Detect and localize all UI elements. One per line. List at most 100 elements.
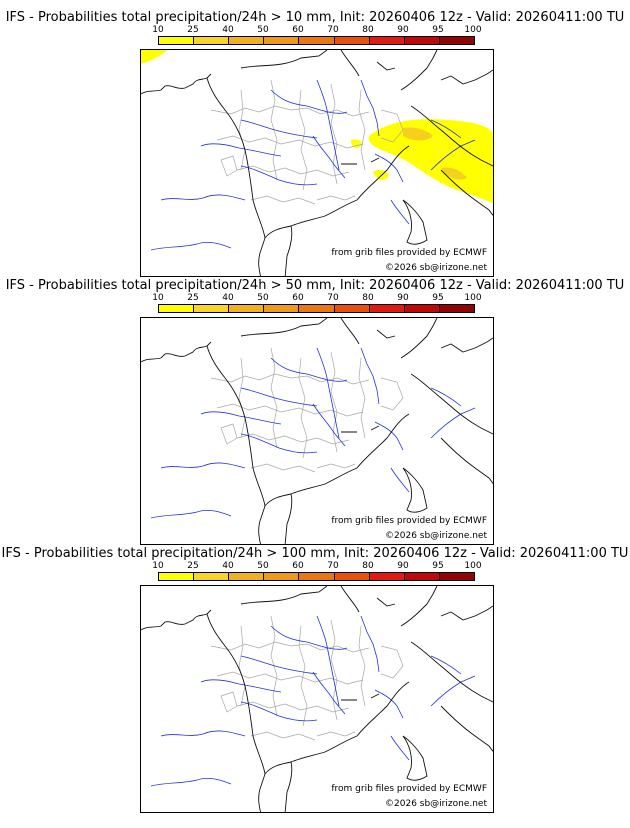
colorbar-tick-label: 100 — [464, 25, 482, 35]
region-border — [358, 89, 366, 171]
coastline — [141, 341, 212, 363]
river-line — [160, 730, 246, 737]
forecast-panel: IFS - Probabilities total precipitation/… — [0, 268, 630, 545]
river-line — [150, 241, 232, 251]
precip-area-light — [368, 119, 493, 204]
panel-title: IFS - Probabilities total precipitation/… — [5, 10, 625, 25]
colorbar-segment — [264, 37, 300, 44]
precip-area-light — [141, 50, 167, 64]
region-border — [238, 89, 246, 171]
river-line — [430, 655, 462, 675]
colorbar-tick-label: 90 — [397, 25, 409, 35]
france-map: from grib files provided by ECMWF ©2026 s… — [140, 317, 494, 545]
copyright-credit: ©2026 sb@irizone.net — [385, 799, 487, 809]
region-border — [236, 433, 350, 445]
colorbar-segment — [334, 305, 370, 312]
region-border — [298, 357, 308, 459]
colorbar-segment — [369, 573, 405, 580]
river-line — [316, 347, 340, 439]
region-border — [236, 701, 350, 713]
source-credit: from grib files provided by ECMWF — [331, 784, 487, 794]
colorbar-tick-label: 25 — [187, 293, 199, 303]
probability-colorbar — [158, 572, 475, 581]
map-canvas — [141, 586, 493, 812]
river-line — [360, 79, 380, 137]
forecast-panel: IFS - Probabilities total precipitation/… — [0, 536, 630, 813]
river-line — [240, 165, 318, 186]
river-line — [430, 407, 476, 439]
coastline — [141, 73, 212, 95]
colorbar-segment — [299, 37, 335, 44]
river-line — [240, 655, 318, 675]
colorbar-tick-label: 10 — [152, 293, 164, 303]
coastline — [440, 337, 493, 353]
colorbar-segment — [439, 573, 474, 580]
coastline — [356, 413, 410, 469]
colorbar-tick-label: 95 — [432, 561, 444, 571]
colorbar-tick-label: 70 — [327, 25, 339, 35]
region-border — [210, 641, 370, 653]
colorbar-segment — [229, 305, 265, 312]
coastline — [340, 50, 396, 77]
france-map: from grib files provided by ECMWF ©2026 s… — [140, 585, 494, 813]
coastline — [284, 761, 293, 812]
region-border — [380, 109, 404, 143]
river-line — [312, 671, 346, 715]
coastline — [402, 735, 428, 781]
precip-area-mid — [403, 127, 433, 141]
coastline — [240, 318, 328, 337]
river-line — [240, 119, 318, 139]
colorbar-tick-label: 50 — [257, 293, 269, 303]
coastline — [284, 225, 293, 276]
colorbar-segment — [369, 37, 405, 44]
coastline — [240, 50, 328, 69]
colorbar-tick-label: 40 — [222, 25, 234, 35]
river-line — [160, 462, 246, 469]
coastline — [340, 586, 396, 613]
river-line — [374, 421, 404, 451]
river-line — [270, 625, 348, 650]
region-border — [220, 155, 238, 177]
coastline — [340, 318, 396, 345]
colorbar-tick-label: 100 — [464, 293, 482, 303]
region-border — [220, 423, 238, 445]
river-line — [390, 467, 410, 493]
colorbar-tick-labels: 10 25 40 50 60 70 80 90 95 100 — [140, 25, 490, 36]
colorbar-segment — [439, 37, 474, 44]
precip-area-light — [373, 169, 389, 181]
coastline — [341, 157, 380, 165]
river-line — [390, 199, 410, 225]
probability-colorbar — [158, 304, 475, 313]
river-line — [200, 679, 282, 693]
colorbar-segment — [264, 573, 300, 580]
coastline — [341, 693, 380, 701]
coastline — [400, 50, 438, 91]
colorbar-segment — [159, 305, 195, 312]
colorbar-tick-label: 80 — [362, 293, 374, 303]
river-line — [390, 735, 410, 761]
river-line — [160, 194, 246, 201]
river-line — [200, 143, 282, 157]
region-border — [316, 731, 356, 737]
colorbar-tick-labels: 10 25 40 50 60 70 80 90 95 100 — [140, 561, 490, 572]
coastline — [440, 605, 493, 621]
river-line — [312, 135, 346, 179]
forecast-panel: IFS - Probabilities total precipitation/… — [0, 0, 630, 277]
probability-colorbar — [158, 36, 475, 45]
coastline — [402, 199, 428, 245]
river-line — [374, 153, 404, 183]
region-border — [238, 625, 246, 707]
colorbar-tick-label: 25 — [187, 25, 199, 35]
region-border — [298, 625, 308, 727]
river-line — [316, 79, 340, 171]
coastline — [440, 69, 493, 85]
colorbar-segment — [159, 573, 195, 580]
region-border — [250, 463, 316, 473]
river-line — [240, 387, 318, 407]
precip-area-mid — [441, 167, 467, 180]
colorbar-segment — [334, 37, 370, 44]
colorbar-tick-label: 70 — [327, 561, 339, 571]
region-border — [380, 377, 404, 411]
coastline — [264, 735, 358, 775]
region-border — [316, 195, 356, 201]
